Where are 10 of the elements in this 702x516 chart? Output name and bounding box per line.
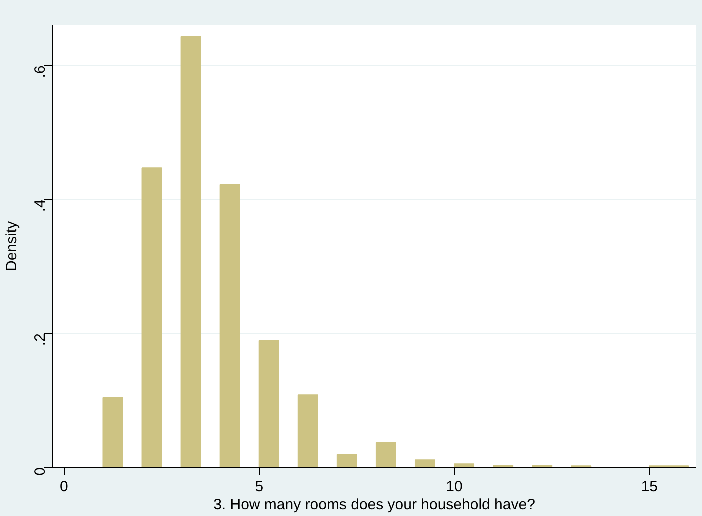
x-tick-label: 0	[60, 478, 68, 496]
y-axis-title: Density	[4, 220, 20, 272]
y-tick-label: .4	[32, 200, 49, 212]
y-tick-label: .6	[32, 66, 49, 78]
x-tick-label: 15	[641, 478, 658, 496]
x-tick-label: 10	[446, 478, 463, 496]
x-axis-title: 3. How many rooms does your household have?	[214, 496, 536, 514]
y-tick-label: 0	[32, 468, 49, 476]
y-tick-label: .2	[32, 334, 49, 346]
x-tick-label: 5	[255, 478, 264, 496]
